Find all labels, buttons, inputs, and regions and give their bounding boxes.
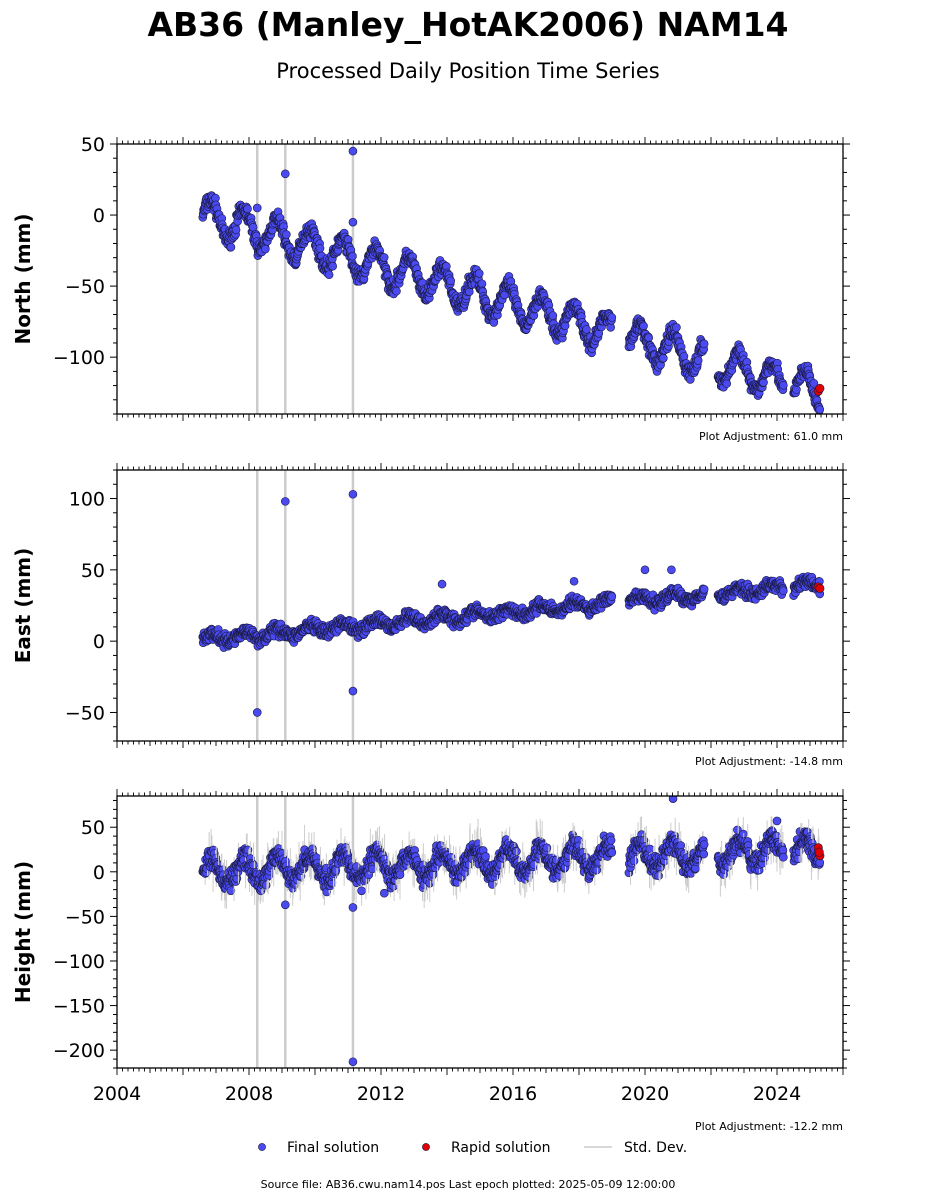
panels: 50 0 −50 −100 North (mm) Plot Adjustment: 61.… bbox=[11, 134, 850, 1133]
final-point bbox=[606, 836, 616, 845]
y-tick-label: −50 bbox=[65, 276, 105, 298]
final-point bbox=[569, 576, 579, 586]
plot-area bbox=[198, 796, 825, 1068]
plot-area bbox=[198, 470, 825, 741]
final-point bbox=[324, 270, 334, 280]
final-point bbox=[280, 169, 290, 179]
final-point bbox=[548, 311, 558, 320]
final-point bbox=[693, 356, 703, 365]
final-point bbox=[699, 584, 709, 594]
plot-adjustment-label: Plot Adjustment: 61.0 mm bbox=[699, 430, 843, 443]
final-point bbox=[348, 489, 358, 499]
y-tick-label: −50 bbox=[65, 702, 105, 724]
final-point bbox=[645, 844, 655, 854]
final-point bbox=[792, 385, 801, 394]
final-point bbox=[644, 333, 653, 342]
final-point bbox=[392, 286, 401, 296]
final-point bbox=[348, 146, 358, 156]
final-point bbox=[261, 244, 270, 254]
y-tick-label: −100 bbox=[53, 347, 105, 369]
y-tick-label: 50 bbox=[81, 560, 105, 582]
final-point bbox=[815, 405, 825, 414]
final-point bbox=[542, 843, 552, 853]
final-point bbox=[226, 242, 236, 252]
rapid-point bbox=[815, 383, 825, 393]
final-point bbox=[252, 708, 262, 717]
final-point bbox=[315, 244, 325, 253]
final-point bbox=[667, 565, 676, 575]
y-tick-label: 100 bbox=[69, 489, 105, 511]
y-axis-label: North (mm) bbox=[11, 213, 35, 344]
final-point bbox=[607, 848, 617, 857]
final-point bbox=[809, 378, 819, 388]
final-point bbox=[607, 313, 617, 322]
rapid-point bbox=[815, 583, 825, 593]
final-point bbox=[659, 353, 668, 363]
plot-adjustment-label: Plot Adjustment: -14.8 mm bbox=[695, 755, 843, 768]
final-point bbox=[779, 586, 788, 595]
final-point bbox=[722, 379, 732, 388]
final-point bbox=[282, 230, 291, 239]
final-point bbox=[231, 225, 241, 235]
final-point bbox=[582, 325, 591, 334]
final-point bbox=[437, 579, 447, 589]
final-point bbox=[348, 686, 358, 696]
final-point bbox=[395, 870, 405, 879]
final-point bbox=[348, 251, 357, 261]
final-point bbox=[379, 253, 389, 262]
final-point bbox=[328, 261, 337, 271]
final-point bbox=[699, 339, 709, 349]
panel-2: 100 50 0 −50 East (mm) Plot Adjustment: -14.8… bbox=[11, 463, 850, 768]
final-point bbox=[639, 321, 648, 331]
final-point bbox=[243, 204, 252, 214]
final-point bbox=[607, 592, 617, 601]
final-point bbox=[280, 497, 290, 506]
final-point bbox=[779, 380, 788, 390]
final-point bbox=[446, 276, 455, 286]
final-point bbox=[640, 565, 650, 575]
final-point bbox=[481, 852, 490, 861]
final-point bbox=[357, 886, 366, 896]
final-point bbox=[489, 318, 499, 327]
chart-subtitle: Processed Daily Position Time Series bbox=[276, 59, 660, 83]
y-tick-label: 0 bbox=[93, 205, 105, 227]
panel-1: 50 0 −50 −100 North (mm) Plot Adjustment: 61.… bbox=[11, 134, 850, 443]
final-point bbox=[759, 378, 768, 387]
final-point bbox=[629, 856, 639, 866]
y-axis-label: East (mm) bbox=[11, 548, 35, 664]
final-point bbox=[672, 323, 681, 332]
plot-area bbox=[198, 144, 825, 414]
final-point bbox=[252, 203, 262, 213]
final-point bbox=[474, 269, 484, 278]
final-point bbox=[348, 217, 358, 227]
chart-title: AB36 (Manley_HotAK2006) NAM14 bbox=[147, 5, 788, 44]
y-tick-label: 50 bbox=[81, 134, 105, 156]
y-tick-label: 0 bbox=[93, 631, 105, 653]
